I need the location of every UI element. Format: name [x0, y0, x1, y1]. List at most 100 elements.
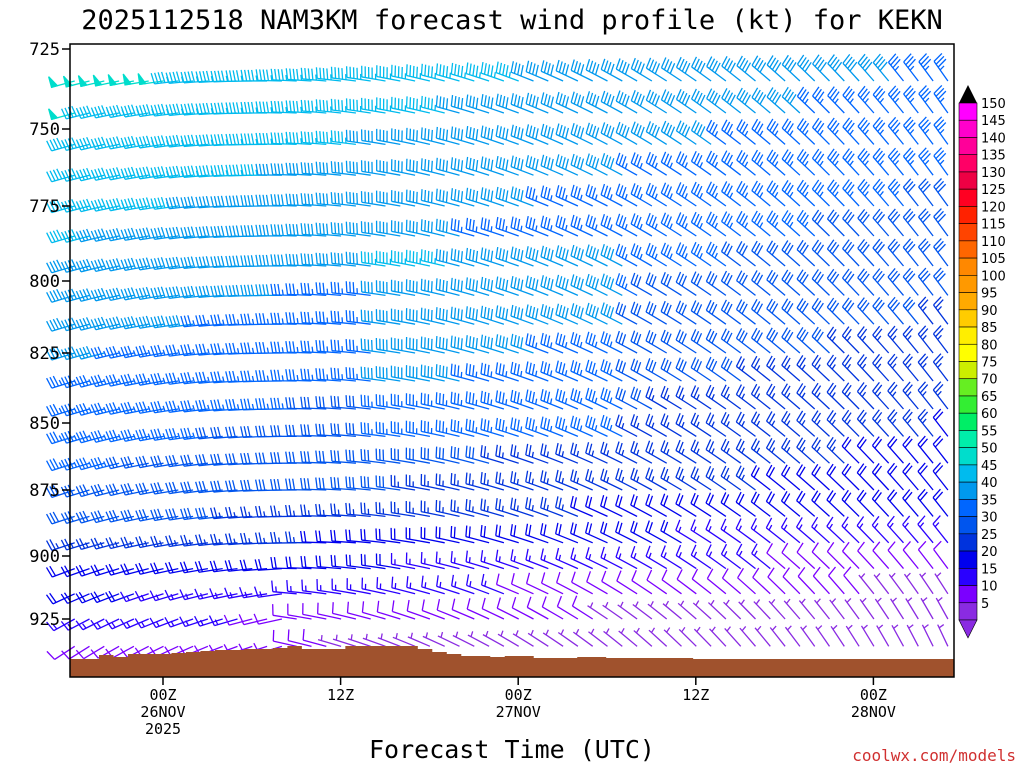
wind-barb [315, 161, 342, 176]
wind-barb [420, 473, 445, 491]
wind-barb [706, 119, 727, 145]
wind-barb [287, 629, 312, 647]
wind-barb [405, 447, 431, 464]
wind-barb [890, 597, 905, 620]
credit-link[interactable]: coolwx.com/models [852, 746, 1016, 765]
wind-barb [645, 413, 668, 437]
wind-barb [510, 155, 534, 176]
wind-barb [887, 53, 905, 82]
wind-barb [887, 208, 904, 237]
wind-barb [375, 190, 401, 207]
wind-barb [105, 483, 135, 497]
wind-barb [150, 227, 179, 240]
wind-barb [300, 504, 327, 518]
wind-barb [796, 490, 816, 517]
wind-barb [721, 55, 742, 82]
wind-barb [375, 448, 401, 464]
wind-barb [720, 384, 742, 410]
wind-barb [90, 510, 120, 524]
wind-barb [857, 238, 875, 267]
x-tick-label: 28NOV [851, 703, 896, 721]
wind-barb [391, 576, 416, 595]
wind-barb [705, 466, 727, 491]
wind-barb [435, 446, 460, 464]
colorbar-label: 30 [981, 511, 998, 526]
wind-barb [724, 626, 742, 647]
wind-barb [781, 383, 801, 410]
wind-barb [75, 457, 105, 471]
wind-barb [345, 66, 371, 82]
wind-barb [826, 542, 845, 570]
wind-barb [750, 411, 771, 437]
wind-barb [842, 53, 860, 82]
wind-barb [750, 438, 771, 464]
wind-barb [585, 442, 608, 464]
wind-barb [630, 243, 653, 267]
plot-border [69, 43, 955, 678]
wind-barb [254, 559, 282, 571]
wind-barb [540, 416, 564, 438]
wind-barb [330, 476, 356, 491]
wind-barb [811, 516, 830, 544]
wind-barb [736, 55, 756, 82]
wind-barb [375, 338, 401, 354]
wind-barb [180, 165, 208, 178]
wind-barb [120, 482, 149, 496]
wind-barb [495, 498, 519, 518]
wind-barb [796, 464, 816, 491]
colorbar-swatch [958, 240, 978, 259]
wind-barb [165, 481, 194, 495]
wind-barb [525, 304, 549, 325]
wind-barb [709, 626, 727, 647]
wind-barb [720, 356, 742, 382]
wind-barb [375, 366, 401, 382]
wind-barb [826, 354, 845, 382]
wind-barb [195, 399, 223, 412]
wind-barb [766, 180, 786, 207]
wind-barb [300, 131, 327, 146]
wind-barb [420, 364, 445, 382]
wind-barb [390, 128, 416, 146]
wind-barb [272, 604, 297, 620]
wind-barb [390, 308, 416, 325]
wind-barb [735, 411, 756, 437]
wind-barb [195, 427, 223, 440]
wind-barb [811, 354, 830, 382]
wind-barb [618, 628, 638, 647]
wind-barb [450, 472, 475, 491]
wind-barb [180, 315, 208, 328]
wind-barb [361, 577, 386, 595]
x-tick-label: 26NOV [140, 703, 185, 721]
wind-barb [690, 439, 712, 464]
wind-barb [902, 408, 919, 437]
wind-barb [360, 338, 386, 354]
wind-barb [209, 560, 238, 573]
wind-barb [887, 436, 904, 464]
wind-barb [675, 329, 697, 354]
wind-barb [663, 627, 682, 647]
wind-barb [796, 410, 816, 437]
wind-barb [841, 516, 860, 544]
wind-barb [435, 157, 460, 176]
wind-barb [465, 472, 490, 491]
wind-barb [480, 276, 505, 297]
wind-barb [480, 217, 505, 237]
wind-barb [165, 344, 194, 357]
wind-barb [796, 383, 816, 410]
wind-barb [435, 526, 460, 544]
wind-barb [830, 624, 845, 647]
wind-barb [180, 507, 208, 521]
y-tick-label: 925 [29, 610, 60, 630]
colorbar-swatch [958, 395, 978, 414]
wind-barb [180, 226, 208, 239]
wind-barb [766, 240, 786, 267]
wind-barb [149, 590, 179, 602]
wind-barb [75, 345, 105, 360]
wind-barb [720, 299, 742, 325]
wind-barb [435, 419, 460, 438]
wind-barb [675, 493, 697, 517]
colorbar-label: 15 [981, 562, 998, 577]
wind-barb [390, 190, 416, 207]
wind-barb [720, 438, 742, 464]
